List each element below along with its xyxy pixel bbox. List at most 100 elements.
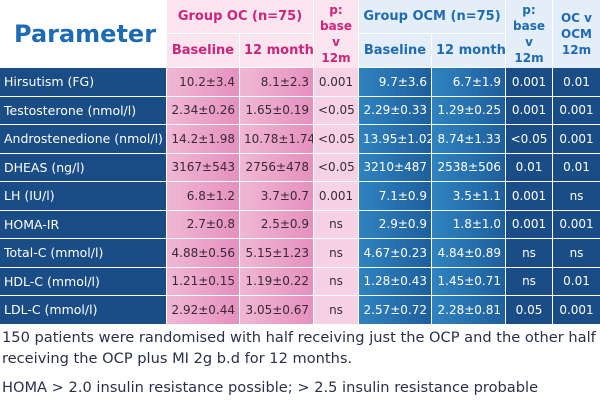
table-row: HDL-C (mmol/l) 1.21±0.15 1.19±0.22 ns 1.28±0…	[0, 267, 600, 296]
ocm-12months-cell: 1.8±1.0	[432, 210, 506, 239]
oc-12months-cell: 3.05±0.67	[240, 296, 314, 325]
footnote-homa: HOMA > 2.0 insulin resistance possible; …	[2, 379, 539, 396]
ocm-p-value-cell: 0.001	[506, 210, 553, 239]
oc-12months-header: 12 months	[240, 34, 314, 68]
group-oc-header: Group OC (n=75)	[167, 0, 314, 34]
ocm-baseline-cell: 1.28±0.43	[359, 267, 432, 296]
oc-baseline-cell: 14.2±1.98	[167, 125, 240, 154]
oc-v-ocm-p-value-cell: 0.001	[553, 296, 600, 325]
oc-12months-cell: 1.19±0.22	[240, 267, 314, 296]
table-body: Hirsutism (FG) 10.2±3.4 8.1±2.3 0.001 9.7±3.…	[0, 68, 600, 325]
ocm-12months-cell: 4.84±0.89	[432, 239, 506, 268]
oc-baseline-header: Baseline	[167, 34, 240, 68]
oc-12months-cell: 2.5±0.9	[240, 210, 314, 239]
oc-p-header-line1: p:	[329, 3, 343, 17]
table-row: Testosterone (nmol/l) 2.34±0.26 1.65±0.19 <…	[0, 96, 600, 125]
ocm-p-value-cell: 0.001	[506, 96, 553, 125]
oc-p-value-cell: <0.05	[314, 125, 359, 154]
oc-v-ocm-p-value-cell: 0.01	[553, 153, 600, 182]
parameter-name: Hirsutism (FG)	[0, 68, 167, 97]
oc-p-header-line3: 12m	[321, 51, 351, 65]
group-ocm-header: Group OCM (n=75)	[359, 0, 506, 34]
ocm-12months-cell: 3.5±1.1	[432, 182, 506, 211]
footnote-randomisation: 150 patients were randomised with half r…	[2, 329, 596, 367]
ocm-p-value-cell: ns	[506, 267, 553, 296]
oc-baseline-cell: 2.34±0.26	[167, 96, 240, 125]
footnotes: 150 patients were randomised with half r…	[2, 327, 600, 398]
oc-v-ocm-header-line3: 12m	[561, 43, 592, 57]
ocm-baseline-cell: 3210±487	[359, 153, 432, 182]
ocm-baseline-cell: 2.9±0.9	[359, 210, 432, 239]
oc-baseline-cell: 10.2±3.4	[167, 68, 240, 97]
oc-v-ocm-p-value-cell: ns	[553, 182, 600, 211]
parameter-name: LH (IU/l)	[0, 182, 167, 211]
oc-p-header-line2: base v	[320, 19, 352, 49]
ocm-p-value-cell: 0.01	[506, 153, 553, 182]
oc-v-ocm-p-value-cell: 0.01	[553, 68, 600, 97]
oc-p-value-cell: <0.05	[314, 153, 359, 182]
oc-baseline-cell: 4.88±0.56	[167, 239, 240, 268]
oc-12months-cell: 10.78±1.74	[240, 125, 314, 154]
parameter-name: Androstenedione (nmol/l)	[0, 125, 167, 154]
oc-p-value-cell: 0.001	[314, 68, 359, 97]
oc-p-header: p: base v 12m	[314, 0, 359, 68]
ocm-baseline-cell: 4.67±0.23	[359, 239, 432, 268]
ocm-baseline-cell: 9.7±3.6	[359, 68, 432, 97]
parameter-name: LDL-C (mmol/l)	[0, 296, 167, 325]
parameter-header: Parameter	[14, 20, 157, 48]
ocm-12months-header: 12 months	[432, 34, 506, 68]
ocm-p-header-line2: base v	[513, 19, 545, 49]
table-row: Total-C (mmol/l) 4.88±0.56 5.15±1.23 ns 4.67…	[0, 239, 600, 268]
oc-v-ocm-p-value-cell: 0.001	[553, 210, 600, 239]
oc-baseline-cell: 2.92±0.44	[167, 296, 240, 325]
ocm-12months-cell: 6.7±1.9	[432, 68, 506, 97]
header-row-timepoints: Baseline 12 months Baseline 12 months	[0, 34, 600, 68]
oc-12months-cell: 5.15±1.23	[240, 239, 314, 268]
ocm-p-value-cell: 0.001	[506, 68, 553, 97]
parameter-name: DHEAS (ng/l)	[0, 153, 167, 182]
ocm-baseline-cell: 13.95±1.02	[359, 125, 432, 154]
ocm-p-header: p: base v 12m	[506, 0, 553, 68]
oc-p-value-cell: <0.05	[314, 96, 359, 125]
oc-v-ocm-header-line1: OC v	[560, 11, 592, 25]
ocm-p-value-cell: ns	[506, 239, 553, 268]
ocm-12months-cell: 2.28±0.81	[432, 296, 506, 325]
table-row: HOMA-IR 2.7±0.8 2.5±0.9 ns 2.9±0.9 1.8±1.0 0.0…	[0, 210, 600, 239]
table-row: DHEAS (ng/l) 3167±543 2756±478 <0.05 3210±48…	[0, 153, 600, 182]
oc-v-ocm-header: OC v OCM 12m	[553, 0, 600, 68]
oc-p-value-cell: ns	[314, 210, 359, 239]
oc-v-ocm-p-value-cell: ns	[553, 239, 600, 268]
table-row: Hirsutism (FG) 10.2±3.4 8.1±2.3 0.001 9.7±3.…	[0, 68, 600, 97]
ocm-p-value-cell: 0.001	[506, 182, 553, 211]
oc-baseline-cell: 2.7±0.8	[167, 210, 240, 239]
oc-baseline-cell: 3167±543	[167, 153, 240, 182]
ocm-p-value-cell: <0.05	[506, 125, 553, 154]
table-row: Androstenedione (nmol/l) 14.2±1.98 10.78±1…	[0, 125, 600, 154]
ocm-12months-cell: 2538±506	[432, 153, 506, 182]
oc-p-value-cell: ns	[314, 296, 359, 325]
parameter-name: HDL-C (mmol/l)	[0, 267, 167, 296]
oc-p-value-cell: ns	[314, 239, 359, 268]
ocm-p-header-line3: 12m	[514, 51, 544, 65]
oc-12months-cell: 2756±478	[240, 153, 314, 182]
oc-12months-cell: 1.65±0.19	[240, 96, 314, 125]
ocm-baseline-cell: 7.1±0.9	[359, 182, 432, 211]
ocm-12months-cell: 1.29±0.25	[432, 96, 506, 125]
oc-p-value-cell: ns	[314, 267, 359, 296]
ocm-p-header-line1: p:	[522, 3, 536, 17]
oc-v-ocm-header-line2: OCM	[561, 27, 592, 41]
oc-12months-cell: 8.1±2.3	[240, 68, 314, 97]
results-table: Parameter Group OC (n=75) p: base v 12m …	[0, 0, 600, 325]
oc-v-ocm-p-value-cell: 0.001	[553, 125, 600, 154]
ocm-baseline-cell: 2.29±0.33	[359, 96, 432, 125]
ocm-baseline-cell: 2.57±0.72	[359, 296, 432, 325]
oc-baseline-cell: 6.8±1.2	[167, 182, 240, 211]
parameter-name: HOMA-IR	[0, 210, 167, 239]
parameter-name: Total-C (mmol/l)	[0, 239, 167, 268]
ocm-baseline-header: Baseline	[359, 34, 432, 68]
oc-p-value-cell: 0.001	[314, 182, 359, 211]
table-row: LH (IU/l) 6.8±1.2 3.7±0.7 0.001 7.1±0.9 3.5±1…	[0, 182, 600, 211]
table-row: LDL-C (mmol/l) 2.92±0.44 3.05±0.67 ns 2.57±0…	[0, 296, 600, 325]
ocm-12months-cell: 1.45±0.71	[432, 267, 506, 296]
oc-12months-cell: 3.7±0.7	[240, 182, 314, 211]
